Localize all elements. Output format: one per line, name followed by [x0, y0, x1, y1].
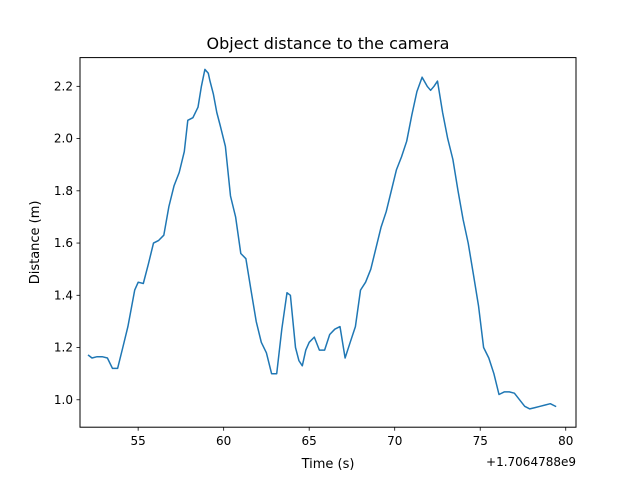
y-tick-label: 1.2	[54, 341, 73, 355]
y-tick-label: 1.6	[54, 236, 73, 250]
y-axis-ticks: 1.0 1.2 1.4 1.6 1.8 2.0 2.2	[54, 79, 80, 407]
x-tick-label: 80	[558, 434, 573, 448]
y-tick-label: 1.8	[54, 184, 73, 198]
x-tick-label: 55	[131, 434, 146, 448]
series-layer	[87, 68, 557, 410]
chart-title: Object distance to the camera	[207, 34, 450, 53]
x-tick-label: 60	[216, 434, 231, 448]
plot-frame	[79, 57, 577, 428]
y-tick-label: 1.4	[54, 288, 73, 302]
x-tick-label: 70	[387, 434, 402, 448]
y-axis-label: Distance (m)	[28, 201, 43, 285]
x-tick-label: 75	[473, 434, 488, 448]
x-axis-ticks: 55 60 65 70 75 80	[131, 427, 573, 448]
x-axis-offset-label: +1.7064788e9	[486, 455, 576, 469]
x-axis-label: Time (s)	[301, 457, 355, 472]
y-tick-label: 2.2	[54, 79, 73, 93]
x-tick-label: 65	[302, 434, 317, 448]
series-line-0	[87, 68, 557, 410]
y-tick-label: 1.0	[54, 393, 73, 407]
y-tick-label: 2.0	[54, 132, 73, 146]
